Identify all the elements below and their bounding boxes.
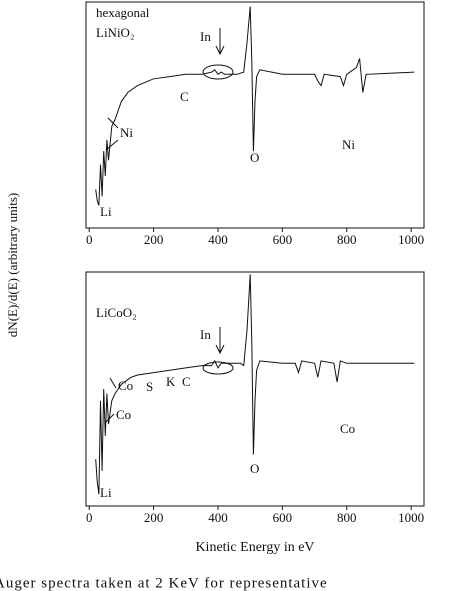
x-tick-label: 200 xyxy=(144,510,164,525)
annotation: S xyxy=(146,379,153,394)
annotation: In xyxy=(200,29,211,44)
annotation: Li xyxy=(100,204,112,219)
annotation: Li xyxy=(100,485,112,500)
x-tick-label: 400 xyxy=(208,510,228,525)
annotation: LiNiO₂ xyxy=(96,25,134,40)
x-tick-label: 600 xyxy=(273,510,293,525)
arrow xyxy=(215,28,225,56)
annotation: O xyxy=(250,461,259,476)
annotation: LiCoO₂ xyxy=(96,305,137,320)
plot-frame xyxy=(85,1,425,229)
annotation: Ni xyxy=(120,125,133,140)
x-tick-label: 200 xyxy=(144,232,164,247)
x-tick-label: 0 xyxy=(86,232,93,247)
arrow xyxy=(215,327,225,355)
annotation: Co xyxy=(118,378,133,393)
annotation: In xyxy=(200,327,211,342)
plot-frame xyxy=(85,271,425,507)
x-tick-label: 800 xyxy=(337,510,357,525)
x-tick-label: 0 xyxy=(86,510,93,525)
highlight-ellipse xyxy=(202,361,234,375)
annotation: Co xyxy=(116,407,131,422)
x-tick-label: 400 xyxy=(208,232,228,247)
x-tick-label: 1000 xyxy=(398,232,424,247)
y-axis-label: dN(E)/d(E) (arbitrary units) xyxy=(5,193,20,337)
annotation: O xyxy=(250,150,259,165)
annotation: C xyxy=(180,89,189,104)
x-axis-label: Kinetic Energy in eV xyxy=(195,540,314,555)
highlight-ellipse xyxy=(202,64,234,80)
annotation: Ni xyxy=(342,137,355,152)
annotation: K xyxy=(166,374,176,389)
x-tick-label: 1000 xyxy=(398,510,424,525)
spectrum-line xyxy=(95,274,415,495)
annotation: C xyxy=(182,374,191,389)
x-tick-label: 600 xyxy=(273,232,293,247)
x-tick-label: 800 xyxy=(337,232,357,247)
annotation: hexagonal xyxy=(96,5,150,20)
annotation: Co xyxy=(340,421,355,436)
arrow xyxy=(105,377,117,423)
caption: Auger spectra taken at 2 KeV for represe… xyxy=(0,575,328,591)
spectrum-line xyxy=(95,6,415,206)
